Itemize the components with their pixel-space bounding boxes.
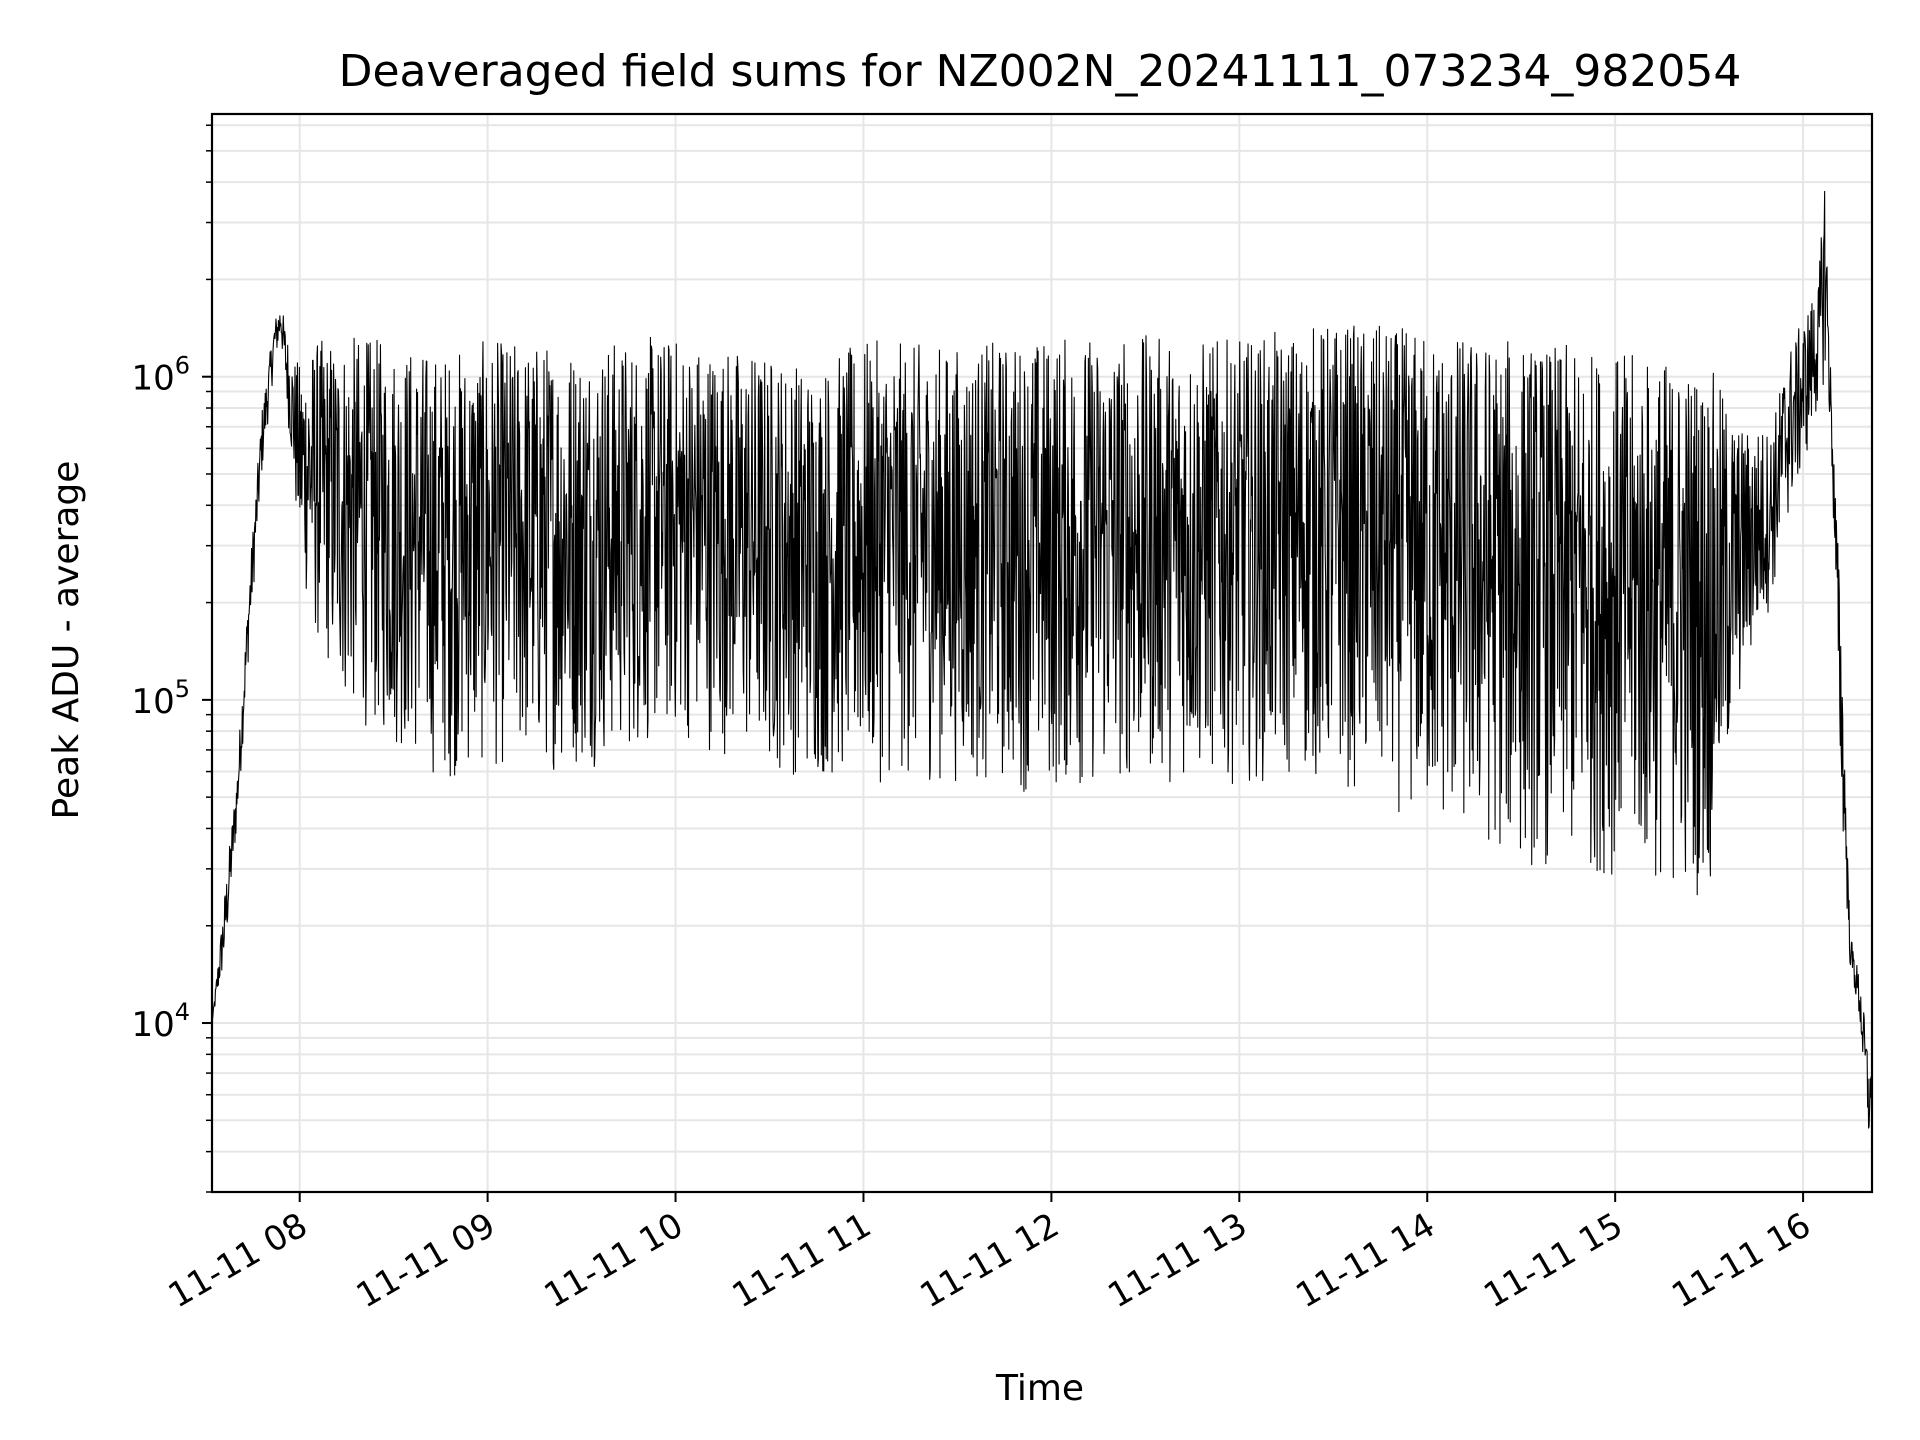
y-axis-label: Peak ADU - average (46, 461, 87, 820)
series-line (211, 190, 1873, 1129)
y-tick-label: 106 (131, 352, 190, 399)
y-tick-label: 105 (131, 675, 190, 722)
plot-frame (210, 112, 1874, 1194)
ticks (202, 124, 1805, 1202)
series-layer (211, 190, 1873, 1129)
chart-title: Deaveraged field sums for NZ002N_2024111… (339, 46, 1742, 97)
y-tick-label: 104 (131, 998, 190, 1045)
x-axis-label: Time (995, 1368, 1084, 1409)
